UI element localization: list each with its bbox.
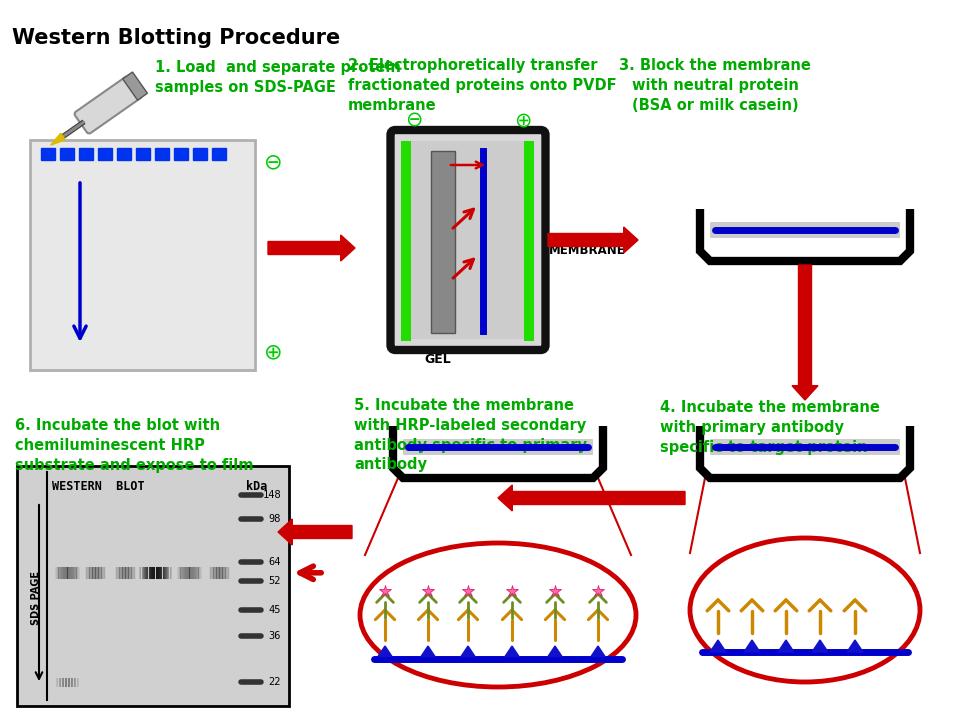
FancyBboxPatch shape <box>709 222 899 238</box>
Bar <box>41 148 55 160</box>
Text: 64: 64 <box>268 557 281 567</box>
Polygon shape <box>278 519 352 545</box>
Polygon shape <box>591 646 604 657</box>
Text: 36: 36 <box>268 632 281 642</box>
Bar <box>60 148 74 160</box>
Ellipse shape <box>689 538 919 682</box>
Bar <box>98 148 111 160</box>
Polygon shape <box>505 646 518 657</box>
FancyBboxPatch shape <box>403 439 593 455</box>
Polygon shape <box>778 640 793 652</box>
Bar <box>136 148 150 160</box>
Polygon shape <box>548 646 561 657</box>
Text: 2. Electrophoretically transfer
fractionated proteins onto PVDF
membrane: 2. Electrophoretically transfer fraction… <box>347 58 616 112</box>
Text: Western Blotting Procedure: Western Blotting Procedure <box>12 28 340 48</box>
Polygon shape <box>461 646 474 657</box>
Bar <box>174 148 188 160</box>
Text: 52: 52 <box>268 576 281 586</box>
FancyBboxPatch shape <box>709 439 899 455</box>
Text: ⊕: ⊕ <box>513 110 531 130</box>
Polygon shape <box>743 640 759 652</box>
Polygon shape <box>268 235 355 261</box>
Text: 3. Block the membrane
with neutral protein
(BSA or milk casein): 3. Block the membrane with neutral prote… <box>618 58 810 112</box>
Text: 5. Incubate the membrane
with HRP-labeled secondary
antibody specific to primary: 5. Incubate the membrane with HRP-labele… <box>354 398 587 473</box>
FancyBboxPatch shape <box>30 140 254 370</box>
Text: 4. Incubate the membrane
with primary antibody
specific to target protein: 4. Incubate the membrane with primary an… <box>659 400 879 455</box>
Bar <box>193 148 206 160</box>
Polygon shape <box>709 640 726 652</box>
Polygon shape <box>378 646 391 657</box>
Bar <box>401 141 411 341</box>
FancyBboxPatch shape <box>122 72 148 100</box>
Bar <box>430 151 455 333</box>
Text: ⊕: ⊕ <box>263 342 282 362</box>
Polygon shape <box>811 640 827 652</box>
Polygon shape <box>498 485 685 511</box>
Text: kDa: kDa <box>245 480 267 493</box>
Text: ⊖: ⊖ <box>263 152 282 172</box>
Bar <box>155 148 169 160</box>
Ellipse shape <box>360 543 636 687</box>
Text: WESTERN  BLOT: WESTERN BLOT <box>52 480 145 493</box>
Text: 1. Load  and separate protein
samples on SDS-PAGE: 1. Load and separate protein samples on … <box>155 60 400 95</box>
Text: 6. Incubate the blot with
chemiluminescent HRP
substrate and expose to film: 6. Incubate the blot with chemiluminesce… <box>15 418 253 473</box>
Text: 45: 45 <box>268 605 281 615</box>
FancyBboxPatch shape <box>411 141 524 339</box>
Bar <box>212 148 226 160</box>
Text: 148: 148 <box>262 490 281 500</box>
Bar <box>524 141 534 341</box>
FancyBboxPatch shape <box>74 77 142 134</box>
Text: 22: 22 <box>268 677 281 687</box>
Polygon shape <box>846 640 863 652</box>
FancyBboxPatch shape <box>17 466 289 706</box>
Polygon shape <box>51 133 66 145</box>
Text: GEL: GEL <box>424 353 451 366</box>
Bar <box>79 148 93 160</box>
Polygon shape <box>548 227 638 253</box>
FancyBboxPatch shape <box>390 130 545 350</box>
Text: SDS PAGE: SDS PAGE <box>31 571 41 625</box>
Text: ⊖: ⊖ <box>404 110 422 130</box>
Polygon shape <box>791 265 818 400</box>
Text: 98: 98 <box>268 514 281 524</box>
Polygon shape <box>421 646 434 657</box>
Text: MEMBRANE: MEMBRANE <box>548 243 625 256</box>
Bar <box>117 148 131 160</box>
